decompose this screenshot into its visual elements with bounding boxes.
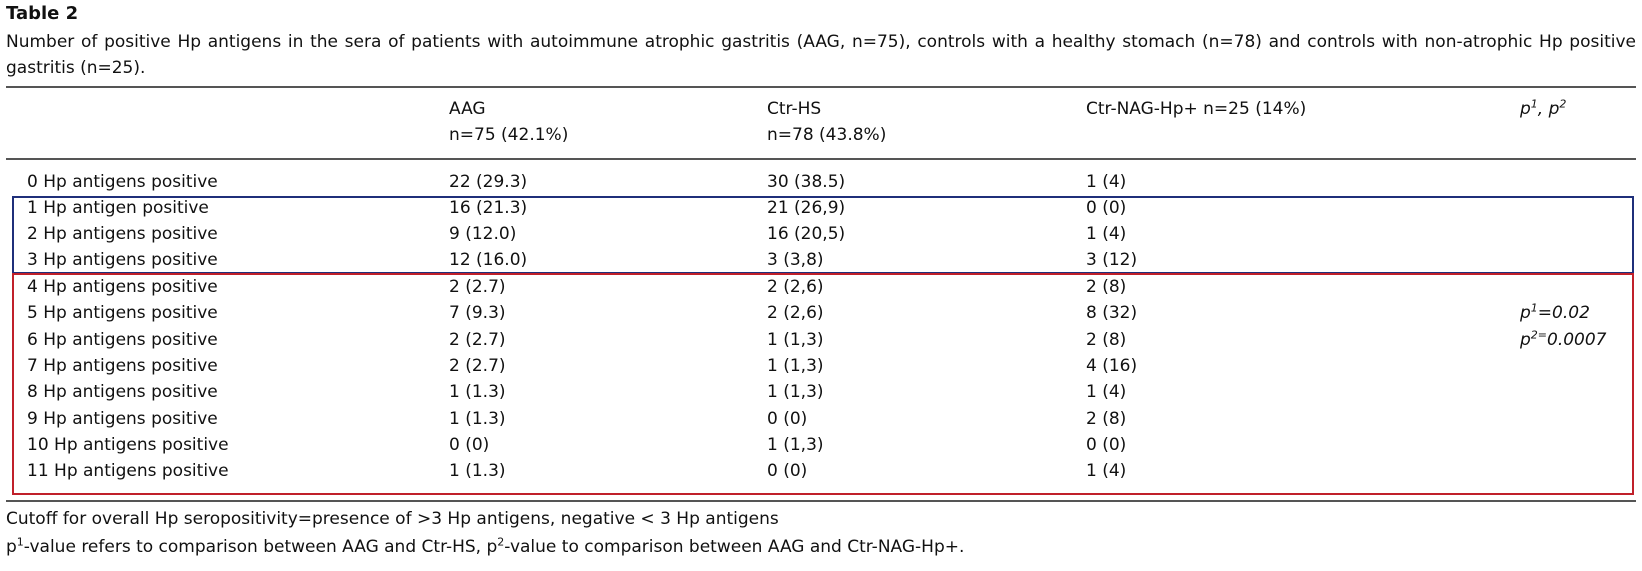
header-aag-n: n=75 (42.1%) — [449, 125, 569, 145]
header-aag: AAG n=75 (42.1%) — [449, 96, 568, 148]
row-label: 3 Hp antigens positive — [27, 250, 218, 270]
header-p-sep: , p — [1537, 99, 1560, 119]
top-rule — [6, 86, 1636, 88]
cell-ctrhs: 1 (1,3) — [767, 382, 824, 402]
cell-ctrhs: 2 (2,6) — [767, 277, 824, 297]
cell-ctrnag: 4 (16) — [1086, 356, 1138, 376]
cell-ctrhs: 30 (38.5) — [767, 172, 846, 192]
p1-letter: p — [1520, 303, 1531, 323]
header-pvalues: p1, p2 — [1520, 96, 1566, 122]
header-ctrhs: Ctr-HS n=78 (43.8%) — [767, 96, 886, 148]
cell-ctrnag: 3 (12) — [1086, 250, 1138, 270]
header-rule — [6, 158, 1636, 160]
footnote-pvalues: p1-value refers to comparison between AA… — [6, 536, 964, 558]
header-aag-name: AAG — [449, 99, 486, 119]
cell-aag: 7 (9.3) — [449, 303, 506, 323]
header-p1-sup: 1 — [1530, 97, 1538, 111]
cell-ctrhs: 0 (0) — [767, 409, 808, 429]
header-p1: p — [1520, 99, 1531, 119]
cell-aag: 16 (21.3) — [449, 198, 528, 218]
cell-aag: 2 (2.7) — [449, 356, 506, 376]
cell-ctrnag: 2 (8) — [1086, 330, 1127, 350]
cell-ctrnag: 8 (32) — [1086, 303, 1138, 323]
p2-value: p2=0.0007 — [1520, 328, 1607, 350]
cell-aag: 1 (1.3) — [449, 409, 506, 429]
row-label: 4 Hp antigens positive — [27, 277, 218, 297]
header-p2-sup: 2 — [1559, 97, 1567, 111]
row-label: 10 Hp antigens positive — [27, 435, 229, 455]
cell-aag: 2 (2.7) — [449, 330, 506, 350]
row-label: 6 Hp antigens positive — [27, 330, 218, 350]
cell-ctrhs: 2 (2,6) — [767, 303, 824, 323]
footnote-mid-text: -value refers to comparison between AAG … — [23, 537, 498, 557]
p2-number: 0.0007 — [1547, 330, 1607, 350]
cell-ctrhs: 1 (1,3) — [767, 330, 824, 350]
row-label: 5 Hp antigens positive — [27, 303, 218, 323]
cell-ctrhs: 1 (1,3) — [767, 356, 824, 376]
cell-ctrnag: 2 (8) — [1086, 277, 1127, 297]
cell-aag: 12 (16.0) — [449, 250, 528, 270]
footnote-p2-sup: 2 — [497, 535, 505, 549]
cell-ctrhs: 0 (0) — [767, 461, 808, 481]
row-label: 8 Hp antigens positive — [27, 382, 218, 402]
row-label: 2 Hp antigens positive — [27, 224, 218, 244]
p1-sup: 1 — [1530, 301, 1538, 315]
footnote-p1-letter: p — [6, 537, 17, 557]
red-highlight-box — [12, 273, 1634, 495]
cell-ctrnag: 1 (4) — [1086, 382, 1127, 402]
p2-sup: 2= — [1530, 328, 1548, 342]
cell-aag: 22 (29.3) — [449, 172, 528, 192]
cell-ctrnag: 2 (8) — [1086, 409, 1127, 429]
p1-value: p1=0.02 — [1520, 301, 1590, 323]
row-label: 7 Hp antigens positive — [27, 356, 218, 376]
header-ctrnag: Ctr-NAG-Hp+ n=25 (14%) — [1086, 99, 1307, 119]
cell-ctrnag: 1 (4) — [1086, 461, 1127, 481]
table-label: Table 2 — [6, 3, 79, 24]
row-label: 0 Hp antigens positive — [27, 172, 218, 192]
cell-ctrnag: 0 (0) — [1086, 198, 1127, 218]
cell-ctrhs: 3 (3,8) — [767, 250, 824, 270]
bottom-rule — [6, 500, 1636, 502]
cell-aag: 2 (2.7) — [449, 277, 506, 297]
p1-number: =0.02 — [1537, 303, 1590, 323]
p2-letter: p — [1520, 330, 1531, 350]
row-label: 11 Hp antigens positive — [27, 461, 229, 481]
cell-aag: 9 (12.0) — [449, 224, 517, 244]
cell-aag: 1 (1.3) — [449, 461, 506, 481]
cell-ctrhs: 16 (20,5) — [767, 224, 846, 244]
table-caption: Number of positive Hp antigens in the se… — [6, 32, 1636, 78]
cell-ctrhs: 1 (1,3) — [767, 435, 824, 455]
cell-ctrnag: 1 (4) — [1086, 172, 1127, 192]
row-label: 9 Hp antigens positive — [27, 409, 218, 429]
header-ctrhs-name: Ctr-HS — [767, 99, 822, 119]
cell-ctrnag: 0 (0) — [1086, 435, 1127, 455]
cell-aag: 1 (1.3) — [449, 382, 506, 402]
header-ctrhs-n: n=78 (43.8%) — [767, 125, 887, 145]
cell-aag: 0 (0) — [449, 435, 490, 455]
cell-ctrnag: 1 (4) — [1086, 224, 1127, 244]
footnote-end-text: -value to comparison between AAG and Ctr… — [504, 537, 965, 557]
cell-ctrhs: 21 (26,9) — [767, 198, 846, 218]
footnote-cutoff: Cutoff for overall Hp seropositivity=pre… — [6, 509, 779, 529]
row-label: 1 Hp antigen positive — [27, 198, 209, 218]
footnote-p1-sup: 1 — [16, 535, 24, 549]
